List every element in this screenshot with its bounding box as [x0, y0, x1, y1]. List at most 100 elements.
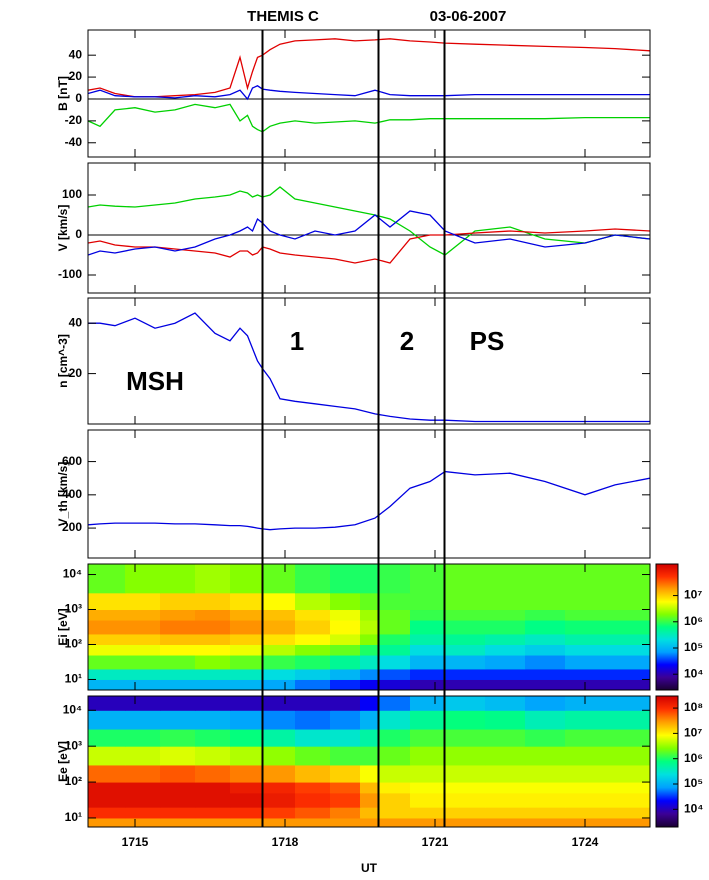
spectrogram-cell	[525, 782, 566, 794]
spectrogram-cell	[195, 668, 231, 680]
spectrogram-cell	[125, 764, 161, 783]
spectrogram-cell	[330, 807, 361, 819]
data-line	[88, 103, 650, 133]
spectrogram-cell	[485, 764, 526, 783]
spectrogram-cell	[525, 729, 566, 747]
spectrogram-cell	[330, 668, 361, 680]
spectrogram-cell	[360, 710, 379, 730]
y-tick-label: 10¹	[65, 810, 82, 824]
spectrogram-cell	[125, 592, 161, 611]
spectrogram-cell	[230, 592, 263, 611]
spectrogram-cell	[330, 710, 361, 730]
spectrogram-cell	[160, 668, 196, 680]
spectrogram-cell	[378, 746, 411, 766]
spectrogram-cell	[565, 729, 651, 747]
region-label: PS	[470, 326, 505, 356]
x-tick-label: 1715	[122, 835, 149, 849]
spectrogram-cell	[378, 764, 411, 783]
y-axis-label: Ee [eV]	[56, 741, 70, 782]
spectrogram-cell	[444, 807, 486, 819]
y-tick-label: 20	[69, 366, 83, 380]
spectrogram-cell	[360, 679, 379, 691]
y-tick-label: 400	[62, 487, 82, 501]
spectrogram-cell	[88, 696, 126, 711]
spectrogram-cell	[565, 655, 651, 670]
spectrogram-cell	[330, 679, 361, 691]
spectrogram-cell	[330, 764, 361, 783]
spectrogram-cell	[230, 679, 263, 691]
spectrogram-cell	[295, 792, 331, 808]
spectrogram-cell	[125, 807, 161, 819]
spectrogram-cell	[195, 644, 231, 656]
spectrogram-cell	[160, 655, 196, 670]
spectrogram-cell	[295, 764, 331, 783]
spectrogram-cell	[565, 633, 651, 645]
spectrogram-cell	[444, 729, 486, 747]
spectrogram-cell	[485, 807, 526, 819]
y-tick-label: 10²	[65, 637, 82, 651]
spectrogram-cell	[295, 679, 331, 691]
spectrogram-cell	[485, 655, 526, 670]
spectrogram-cell	[88, 644, 126, 656]
spectrogram-cell	[330, 696, 361, 711]
spectrogram-cell	[330, 817, 361, 828]
spectrogram-cell	[565, 807, 651, 819]
spectrogram-cell	[330, 564, 361, 594]
spectrogram-cell	[88, 592, 126, 611]
spectrogram-cell	[160, 564, 196, 594]
spectrogram-cell	[378, 592, 411, 611]
colorbar-tick-label: 10⁷	[684, 588, 702, 602]
spectrogram-cell	[330, 746, 361, 766]
spectrogram-cell	[230, 668, 263, 680]
y-tick-label: 10²	[65, 774, 82, 788]
spectrogram-cell	[525, 668, 566, 680]
spectrogram-cell	[125, 655, 161, 670]
spectrogram-cell	[88, 817, 126, 828]
data-line	[88, 186, 650, 256]
spectrogram-cell	[160, 807, 196, 819]
spectrogram-cell	[410, 729, 445, 747]
spectrogram-cell	[195, 746, 231, 766]
spectrogram-cell	[444, 633, 486, 645]
data-line	[88, 312, 650, 423]
spectrogram-cell	[330, 592, 361, 611]
colorbar-tick-label: 10⁵	[684, 640, 703, 654]
spectrogram-cell	[125, 817, 161, 828]
data-line	[88, 470, 650, 531]
spectrogram-cell	[444, 592, 486, 611]
spectrogram-cell	[410, 710, 445, 730]
y-tick-label: 600	[62, 454, 82, 468]
spectrogram-cell	[444, 668, 486, 680]
spectrogram-cell	[360, 564, 379, 594]
spectrogram-cell	[295, 609, 331, 621]
spectrogram-cell	[444, 782, 486, 794]
spectrogram-cell	[360, 609, 379, 621]
spectrogram-cell	[444, 746, 486, 766]
spectrogram-cell	[295, 746, 331, 766]
spectrogram-cell	[525, 817, 566, 828]
y-axis-label: Ei [eV]	[56, 608, 70, 645]
spectrogram-cell	[195, 807, 231, 819]
spectrogram-cell	[125, 679, 161, 691]
spectrogram-cell	[410, 564, 445, 594]
spectrogram-cell	[262, 696, 296, 711]
spectrogram-cell	[360, 655, 379, 670]
spectrogram-cell	[88, 679, 126, 691]
spectrogram-cell	[485, 792, 526, 808]
spectrogram-cell	[230, 609, 263, 621]
spectrogram-cell	[195, 679, 231, 691]
spectrogram-cell	[525, 764, 566, 783]
y-tick-label: -20	[65, 113, 83, 127]
spectrogram-cell	[295, 696, 331, 711]
spectrogram-cell	[262, 592, 296, 611]
x-tick-label: 1718	[272, 835, 299, 849]
spectrogram-cell	[125, 620, 161, 635]
spectrogram-cell	[360, 764, 379, 783]
spectrogram-cell	[410, 817, 445, 828]
y-tick-label: 40	[69, 315, 83, 329]
spectrogram-cell	[444, 609, 486, 621]
spectrogram-cell	[485, 620, 526, 635]
spectrogram-cell	[525, 564, 566, 594]
spectrogram-cell	[160, 679, 196, 691]
